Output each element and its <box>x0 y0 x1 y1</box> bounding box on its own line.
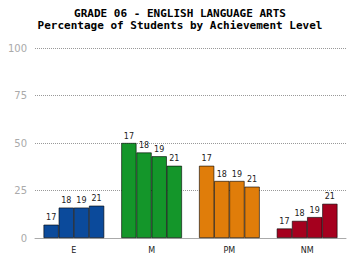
svg-text:18: 18 <box>217 170 227 179</box>
svg-text:21: 21 <box>325 192 335 201</box>
svg-text:17: 17 <box>202 154 212 163</box>
svg-text:18: 18 <box>61 196 71 205</box>
svg-text:M: M <box>148 246 155 255</box>
svg-text:NM: NM <box>301 246 314 255</box>
svg-text:17: 17 <box>124 132 134 141</box>
svg-text:19: 19 <box>310 206 320 215</box>
svg-text:17: 17 <box>279 217 289 226</box>
svg-text:75: 75 <box>14 90 27 101</box>
svg-text:19: 19 <box>76 196 86 205</box>
svg-text:100: 100 <box>8 43 27 54</box>
svg-text:21: 21 <box>92 194 102 203</box>
svg-text:17: 17 <box>46 213 56 222</box>
svg-text:PM: PM <box>224 246 236 255</box>
svg-text:0: 0 <box>21 233 27 244</box>
svg-text:19: 19 <box>232 170 242 179</box>
svg-text:Percentage of Students by Achi: Percentage of Students by Achievement Le… <box>38 19 323 32</box>
svg-text:21: 21 <box>247 175 257 184</box>
svg-text:50: 50 <box>14 138 27 149</box>
svg-text:18: 18 <box>139 141 149 150</box>
svg-text:25: 25 <box>14 185 27 196</box>
svg-text:19: 19 <box>154 145 164 154</box>
svg-text:E: E <box>71 246 76 255</box>
svg-text:18: 18 <box>294 209 304 218</box>
svg-text:21: 21 <box>169 154 179 163</box>
svg-text:GRADE 06 - ENGLISH LANGUAGE AR: GRADE 06 - ENGLISH LANGUAGE ARTS <box>74 7 286 20</box>
